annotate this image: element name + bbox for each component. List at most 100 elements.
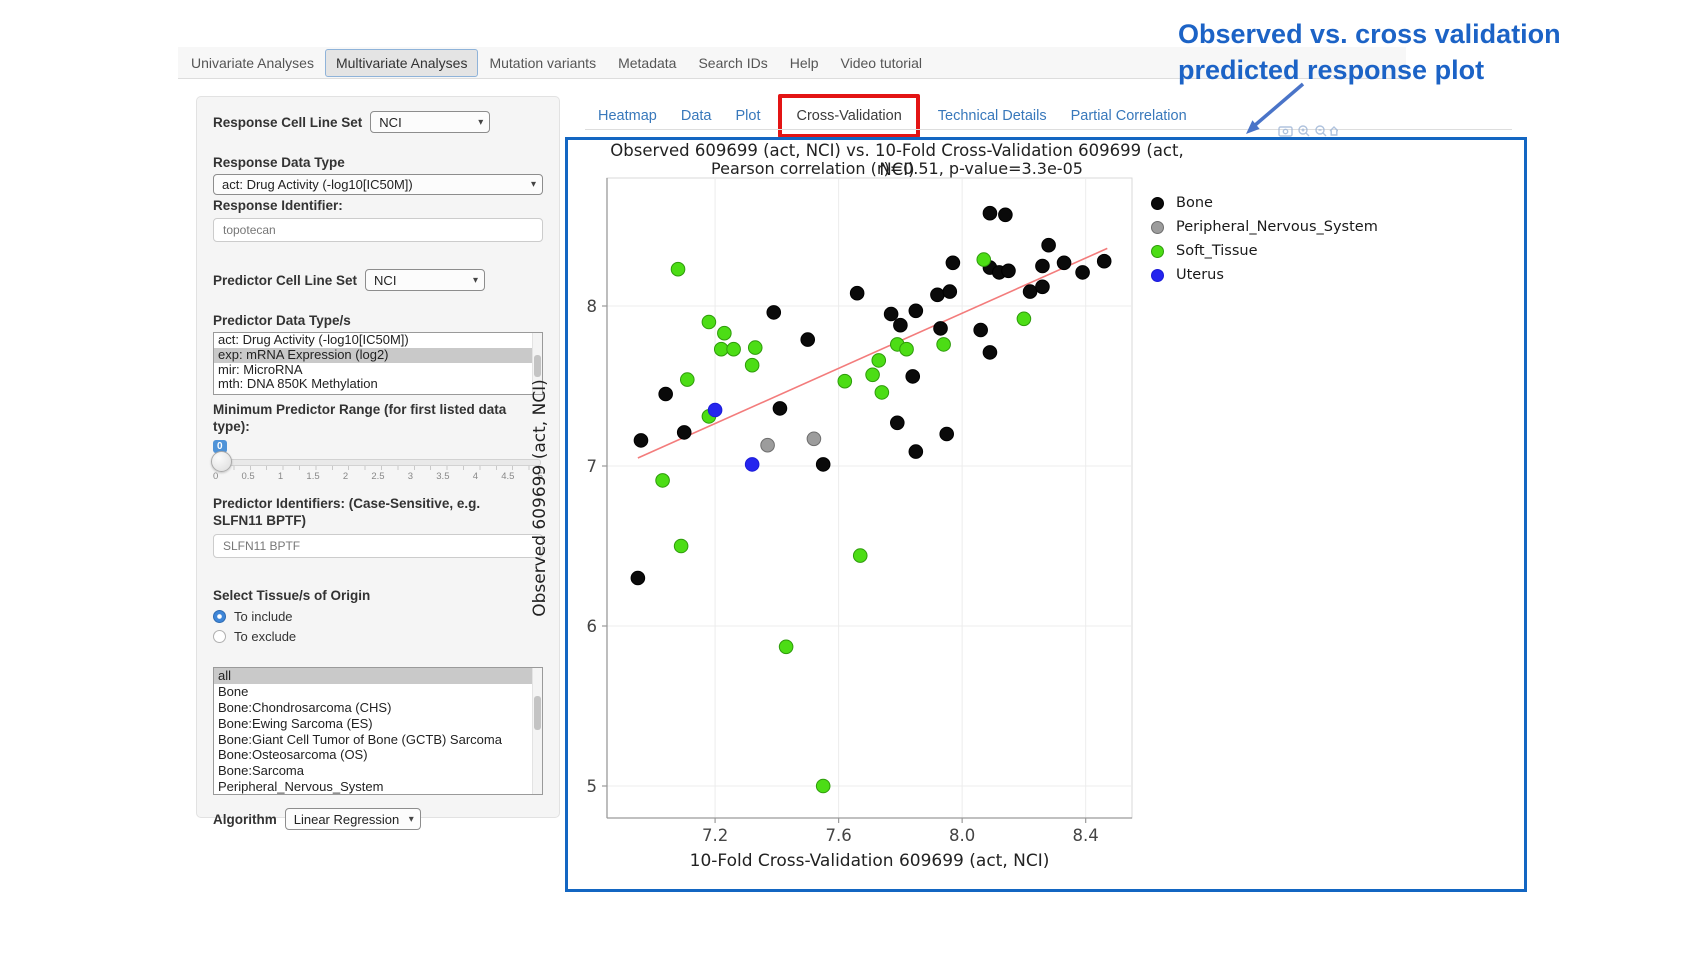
data-point-soft-tissue[interactable] — [655, 473, 670, 488]
tab-cross-validation[interactable]: Cross-Validation — [796, 108, 902, 124]
list-option-bone-chondrosarcoma-chs[interactable]: Bone:Chondrosarcoma (CHS) — [218, 699, 392, 715]
data-point-bone[interactable] — [1096, 253, 1112, 269]
list-option-all[interactable]: all — [214, 668, 542, 684]
data-point-soft-tissue[interactable] — [670, 261, 686, 277]
slider-handle[interactable] — [211, 451, 232, 472]
data-point-soft-tissue[interactable] — [976, 252, 992, 267]
data-point-soft-tissue[interactable] — [936, 337, 951, 352]
legend-item-peripheral-nervous-system[interactable]: Peripheral_Nervous_System — [1151, 219, 1378, 235]
data-point-bone[interactable] — [998, 207, 1013, 223]
radio-button-icon[interactable] — [213, 610, 226, 623]
legend-item-soft-tissue[interactable]: Soft_Tissue — [1151, 243, 1378, 259]
data-point-soft-tissue[interactable] — [713, 341, 729, 357]
data-point-soft-tissue[interactable] — [778, 639, 794, 655]
zoom-out-icon[interactable] — [1315, 125, 1327, 137]
radio-to-include[interactable]: To include — [213, 609, 543, 624]
radio-button-icon[interactable] — [213, 630, 226, 643]
data-point-bone[interactable] — [658, 386, 673, 402]
data-point-soft-tissue[interactable] — [837, 373, 853, 389]
list-option-bone-giant-cell-tumor-of-bone-gctb-sarcoma[interactable]: Bone:Giant Cell Tumor of Bone (GCTB) Sar… — [218, 731, 502, 747]
data-point-bone[interactable] — [982, 205, 998, 221]
data-point-soft-tissue[interactable] — [874, 385, 890, 400]
data-point-bone[interactable] — [893, 317, 908, 333]
data-point-bone[interactable] — [1075, 265, 1090, 280]
data-point-bone[interactable] — [800, 332, 816, 347]
data-point-soft-tissue[interactable] — [815, 778, 831, 794]
list-option-exp-mrna-expression-log2[interactable]: exp: mRNA Expression (log2) — [214, 347, 542, 363]
data-point-bone[interactable] — [630, 570, 646, 586]
data-point-bone[interactable] — [1035, 258, 1050, 274]
data-point-bone[interactable] — [939, 426, 955, 442]
nav-item-univariate-analyses[interactable]: Univariate Analyses — [191, 54, 314, 71]
list-option-bone-osteosarcoma-os[interactable]: Bone:Osteosarcoma (OS) — [218, 747, 368, 763]
list-option-bone-sarcoma[interactable]: Bone:Sarcoma — [218, 763, 304, 779]
tab-heatmap[interactable]: Heatmap — [598, 108, 657, 124]
legend-item-uterus[interactable]: Uterus — [1151, 267, 1378, 283]
tab-plot[interactable]: Plot — [735, 108, 761, 124]
data-point-bone[interactable] — [942, 284, 958, 299]
tissue-origin-listbox[interactable]: all Bone Bone:Chondrosarcoma (CHS) Bone:Ewi… — [213, 667, 543, 795]
response-identifier-input[interactable] — [213, 218, 543, 242]
scrollbar-track[interactable] — [532, 333, 542, 394]
list-option-mir-microrna[interactable]: mir: MicroRNA — [218, 362, 303, 377]
data-point-bone[interactable] — [1001, 263, 1016, 279]
nav-item-metadata[interactable]: Metadata — [618, 54, 677, 71]
data-point-bone[interactable] — [766, 305, 782, 320]
data-point-uterus[interactable] — [744, 457, 760, 472]
data-point-bone[interactable] — [1022, 284, 1038, 299]
home-icon[interactable] — [1329, 126, 1338, 136]
data-point-soft-tissue[interactable] — [852, 548, 868, 563]
data-point-soft-tissue[interactable] — [701, 314, 717, 330]
predictor-identifiers-input[interactable] — [213, 534, 543, 558]
predictor-data-types-listbox[interactable]: act: Drug Activity (-log10[IC50M]) exp: m… — [213, 332, 543, 395]
plot-area[interactable] — [606, 177, 1133, 819]
data-point-bone[interactable] — [889, 415, 905, 431]
data-point-bone[interactable] — [633, 433, 649, 448]
data-point-bone[interactable] — [1041, 237, 1056, 253]
data-point-soft-tissue[interactable] — [673, 538, 689, 554]
data-point-soft-tissue[interactable] — [899, 341, 914, 357]
data-point-bone[interactable] — [945, 255, 961, 271]
data-point-soft-tissue[interactable] — [865, 367, 880, 383]
data-point-bone[interactable] — [908, 303, 924, 319]
tab-partial-correlation[interactable]: Partial Correlation — [1070, 108, 1187, 124]
nav-item-multivariate-analyses[interactable]: Multivariate Analyses — [324, 48, 479, 77]
scrollbar-thumb[interactable] — [534, 696, 541, 730]
nav-item-mutation-variants[interactable]: Mutation variants — [489, 54, 597, 71]
list-option-bone-ewing-sarcoma-es[interactable]: Bone:Ewing Sarcoma (ES) — [218, 715, 373, 731]
list-option-peripheral-nervous-system[interactable]: Peripheral_Nervous_System — [218, 779, 384, 795]
nav-item-video-tutorial[interactable]: Video tutorial — [840, 54, 922, 71]
data-point-bone[interactable] — [973, 322, 988, 338]
data-point-bone[interactable] — [772, 401, 788, 416]
camera-icon[interactable] — [1278, 126, 1293, 137]
min-predictor-range-slider[interactable]: 0 0 0.5 1 1.5 2 2.5 3 3.5 4 4.5 5 — [211, 440, 543, 486]
radio-to-exclude[interactable]: To exclude — [213, 629, 543, 644]
data-point-soft-tissue[interactable] — [871, 353, 887, 368]
nav-item-help[interactable]: Help — [789, 54, 819, 71]
data-point-soft-tissue[interactable] — [747, 340, 763, 355]
tab-technical-details[interactable]: Technical Details — [937, 108, 1047, 124]
response-data-type-select[interactable]: act: Drug Activity (-log10[IC50M]) ▾ — [213, 174, 543, 195]
data-point-bone[interactable] — [933, 321, 948, 336]
data-point-bone[interactable] — [930, 287, 945, 303]
data-point-bone[interactable] — [908, 444, 924, 459]
data-point-soft-tissue[interactable] — [744, 357, 760, 373]
legend-item-bone[interactable]: Bone — [1151, 195, 1378, 211]
predictor-cell-line-set-select[interactable]: NCI ▾ — [365, 269, 486, 291]
list-option-act-drug-activity-log10-ic50m[interactable]: act: Drug Activity (-log10[IC50M]) — [218, 333, 409, 347]
scrollbar-track[interactable] — [532, 668, 542, 794]
algorithm-select[interactable]: Linear Regression ▾ — [284, 808, 421, 830]
data-point-bone[interactable] — [849, 285, 865, 301]
data-point-bone[interactable] — [905, 369, 921, 384]
data-point-bone[interactable] — [982, 345, 998, 360]
response-cell-line-set-select[interactable]: NCI ▾ — [370, 111, 491, 133]
data-point-peripheral-nervous-system[interactable] — [806, 431, 822, 447]
tab-data[interactable]: Data — [680, 108, 712, 124]
data-point-bone[interactable] — [1035, 279, 1050, 295]
list-option-bone[interactable]: Bone — [218, 683, 249, 699]
data-point-soft-tissue[interactable] — [717, 325, 732, 341]
data-point-bone[interactable] — [883, 306, 899, 322]
data-point-bone[interactable] — [676, 425, 692, 440]
data-point-bone[interactable] — [815, 457, 831, 472]
